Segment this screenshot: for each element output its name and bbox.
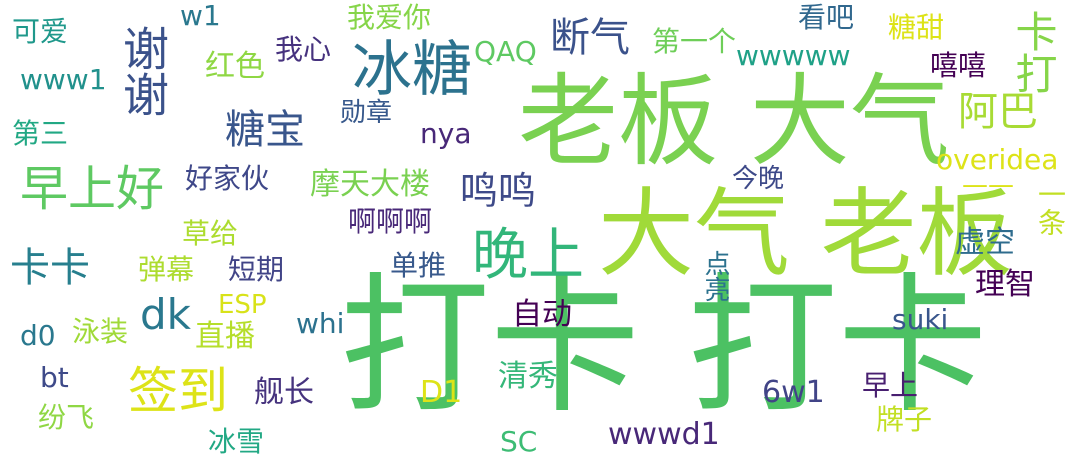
word-d0: d0	[20, 319, 56, 352]
word-haojiahuo: 好家伙	[185, 162, 270, 195]
word-motiandalou: 摩天大楼	[310, 167, 430, 202]
word-dianliang: 点亮	[700, 250, 730, 302]
word-diyige: 第一个	[652, 25, 737, 58]
word-woxin: 我心	[275, 33, 332, 66]
word-6w1: 6w1	[762, 375, 825, 410]
word-aaa: 啊啊啊	[348, 205, 433, 238]
word-jinwan: 今晚	[732, 164, 785, 194]
word-sc: SC	[500, 425, 538, 458]
word-dantui: 单推	[390, 249, 447, 282]
word-dash: ——	[962, 170, 1014, 200]
word-whi: whi	[296, 307, 345, 340]
word-nya: nya	[420, 117, 472, 150]
word-xixi: 嘻嘻	[930, 49, 987, 82]
word-hongse: 红色	[205, 49, 265, 84]
word-qaq: QAQ	[474, 35, 537, 68]
word-overidea: overidea	[936, 143, 1059, 176]
word-bingxue: 冰雪	[208, 425, 265, 458]
word-duanqi-short: 短期	[228, 253, 285, 286]
word-fenfei: 纷飞	[38, 401, 95, 434]
word-jianzhang: 舰长	[254, 375, 314, 410]
word-dk: dk	[140, 290, 191, 339]
word-wwwww: wwwww	[736, 39, 851, 72]
word-caogei: 草给	[182, 217, 239, 250]
word-tangtian: 糖甜	[888, 11, 945, 44]
word-tangbao: 糖宝	[225, 107, 305, 153]
word-paizi: 牌子	[876, 403, 933, 436]
word-kanba: 看吧	[798, 1, 855, 34]
word-kaka: 卡卡	[10, 245, 90, 291]
word-zaoshang: 早上	[862, 369, 919, 402]
word-zhibo: 直播	[195, 319, 255, 354]
word-lizhi: 理智	[975, 267, 1035, 302]
word-laoban-daqi: 老板 大气	[518, 63, 950, 180]
word-wwwd1: wwwd1	[608, 417, 720, 452]
word-d1: D1	[420, 375, 463, 410]
word-kada: 卡打	[1009, 10, 1058, 94]
word-yongzhuang: 泳装	[72, 315, 129, 348]
word-aba: 阿巴	[958, 89, 1038, 135]
word-mingming: 鸣鸣	[460, 169, 537, 213]
word-danmu: 弹幕	[138, 253, 195, 286]
word-wanshang: 晚上	[472, 223, 584, 288]
word-xunzhang: 勋章	[340, 98, 393, 128]
word-zaoshanghao: 早上好	[20, 161, 165, 217]
word-disan: 第三	[12, 117, 69, 150]
word-daqi-laoban: 大气 老板	[598, 178, 1013, 290]
word-yitiao: 一条	[1034, 180, 1067, 236]
word-bt: bt	[40, 361, 69, 394]
word-xiexie: 谢谢	[116, 25, 170, 117]
word-qiandao: 签到	[128, 362, 228, 420]
word-suki: suki	[892, 303, 949, 336]
word-keai: 可爱	[12, 15, 69, 48]
word-qingxiu: 清秀	[498, 359, 558, 394]
word-dakadaka: 打卡 打卡	[340, 260, 988, 434]
word-duanqi: 断气	[550, 15, 630, 61]
word-esp: ESP	[218, 290, 267, 320]
word-xukong: 虚空	[955, 225, 1015, 260]
word-woaini: 我爱你	[347, 1, 432, 34]
word-zidong: 自动	[512, 297, 572, 332]
word-bingtang: 冰糖	[352, 35, 472, 105]
word-w1: w1	[180, 0, 221, 32]
word-www1: www1	[20, 63, 107, 96]
